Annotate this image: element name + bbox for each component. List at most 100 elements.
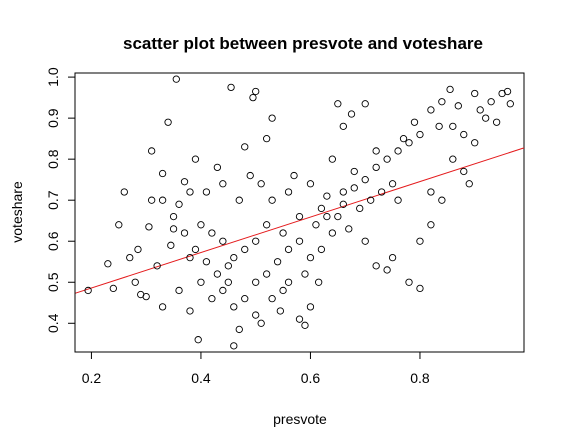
data-point xyxy=(347,110,356,118)
data-point xyxy=(306,253,315,262)
data-point xyxy=(438,98,446,106)
data-point xyxy=(230,253,238,262)
data-point xyxy=(334,212,342,221)
data-point xyxy=(213,163,222,172)
data-point xyxy=(148,196,156,204)
data-point xyxy=(372,147,380,155)
points-group xyxy=(84,75,514,350)
data-point xyxy=(394,147,402,155)
data-point xyxy=(158,303,167,311)
data-point xyxy=(180,229,189,237)
chart-title: scatter plot between presvote and votesh… xyxy=(123,34,483,53)
data-point xyxy=(262,221,271,229)
y-tick-label: 0.5 xyxy=(45,272,61,292)
data-point xyxy=(186,253,194,262)
data-point xyxy=(377,188,386,196)
data-point xyxy=(158,196,167,204)
data-point xyxy=(279,286,287,295)
data-point xyxy=(295,237,304,245)
data-point xyxy=(388,180,397,188)
data-point xyxy=(134,245,142,254)
data-point xyxy=(142,292,150,301)
regression-line xyxy=(74,147,525,294)
data-point xyxy=(361,100,369,108)
data-point xyxy=(471,89,479,98)
data-point xyxy=(427,106,435,114)
data-point xyxy=(197,221,205,229)
data-point xyxy=(202,258,211,266)
data-point xyxy=(339,122,347,130)
data-point xyxy=(246,171,254,180)
data-point xyxy=(175,286,183,295)
data-point xyxy=(317,204,326,213)
data-point xyxy=(290,171,298,180)
data-point xyxy=(249,93,257,102)
data-point xyxy=(334,100,342,108)
data-point xyxy=(208,229,216,237)
data-point xyxy=(273,258,282,266)
regression-line-group xyxy=(74,147,525,294)
data-point xyxy=(383,266,391,274)
data-point xyxy=(115,221,123,229)
data-point xyxy=(339,200,347,208)
y-tick-label: 0.8 xyxy=(45,149,61,169)
data-point xyxy=(169,225,178,233)
data-point xyxy=(295,212,304,221)
data-point xyxy=(435,122,443,130)
data-point xyxy=(109,284,117,293)
y-tick-label: 0.6 xyxy=(45,231,61,251)
data-point xyxy=(367,196,375,204)
data-point xyxy=(306,180,315,188)
data-point xyxy=(252,87,260,96)
data-point xyxy=(476,106,484,114)
data-point xyxy=(284,278,293,286)
data-point xyxy=(224,278,232,286)
data-point xyxy=(449,122,457,130)
data-point xyxy=(284,188,293,196)
data-point xyxy=(399,134,408,143)
data-point xyxy=(427,221,435,229)
data-point xyxy=(180,178,189,186)
data-point xyxy=(454,102,462,110)
data-point xyxy=(345,225,353,233)
data-point xyxy=(295,315,304,323)
data-point xyxy=(416,237,424,245)
data-point xyxy=(186,188,194,196)
data-point xyxy=(405,278,413,286)
data-point xyxy=(252,278,260,286)
data-point xyxy=(372,262,380,270)
data-point xyxy=(323,192,331,200)
data-point xyxy=(438,196,446,204)
data-point xyxy=(356,204,364,213)
data-point xyxy=(235,325,243,334)
data-point xyxy=(268,295,276,303)
data-point xyxy=(175,200,183,208)
data-point xyxy=(257,319,265,327)
data-point xyxy=(383,155,391,163)
data-point xyxy=(315,278,323,286)
data-point xyxy=(328,229,337,237)
data-point xyxy=(323,212,331,221)
x-axis: 0.2 0.4 0.6 0.8 xyxy=(82,351,430,386)
data-point xyxy=(164,118,172,126)
data-point xyxy=(145,223,153,231)
data-point xyxy=(492,118,501,126)
y-tick-label: 1.0 xyxy=(45,67,61,87)
data-point xyxy=(252,237,260,245)
data-point xyxy=(104,260,112,268)
data-point xyxy=(219,286,227,295)
data-point xyxy=(416,130,424,139)
data-point xyxy=(257,180,265,188)
data-point xyxy=(410,118,419,126)
data-point xyxy=(482,114,490,122)
data-point xyxy=(158,169,167,178)
data-point xyxy=(388,253,397,262)
data-point xyxy=(284,245,293,254)
data-point xyxy=(208,295,216,303)
data-point xyxy=(487,98,495,106)
data-point xyxy=(306,303,315,311)
data-point xyxy=(301,270,309,278)
data-point xyxy=(213,270,222,278)
data-point xyxy=(350,184,358,192)
